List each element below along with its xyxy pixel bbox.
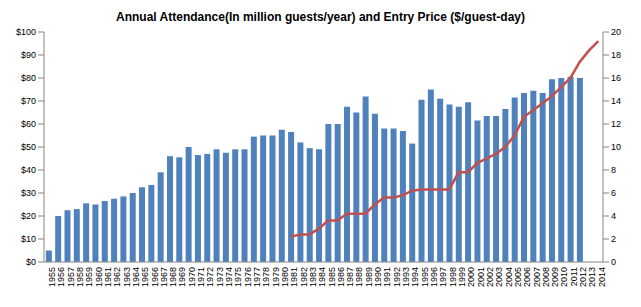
svg-text:1964: 1964 xyxy=(130,267,141,287)
svg-text:1968: 1968 xyxy=(168,267,179,287)
svg-text:$100: $100 xyxy=(16,27,36,37)
svg-text:1986: 1986 xyxy=(335,267,346,287)
svg-text:2012: 2012 xyxy=(578,267,589,287)
svg-text:2013: 2013 xyxy=(587,267,598,287)
svg-text:1989: 1989 xyxy=(363,267,374,287)
svg-text:$0: $0 xyxy=(26,257,36,267)
svg-text:1959: 1959 xyxy=(84,267,95,287)
svg-text:$70: $70 xyxy=(21,96,36,106)
svg-text:1962: 1962 xyxy=(112,267,123,287)
svg-text:1990: 1990 xyxy=(373,267,384,287)
svg-text:0: 0 xyxy=(611,257,616,267)
svg-text:1985: 1985 xyxy=(326,267,337,287)
svg-text:6: 6 xyxy=(611,188,616,198)
svg-text:2005: 2005 xyxy=(512,267,523,287)
svg-text:20: 20 xyxy=(611,27,621,37)
svg-text:1994: 1994 xyxy=(410,267,421,287)
svg-text:1971: 1971 xyxy=(196,267,207,287)
svg-text:1970: 1970 xyxy=(186,267,197,287)
svg-text:1996: 1996 xyxy=(429,267,439,287)
svg-text:1977: 1977 xyxy=(252,267,262,287)
svg-text:$90: $90 xyxy=(21,50,36,60)
svg-text:1975: 1975 xyxy=(233,267,244,287)
svg-text:1984: 1984 xyxy=(317,267,328,287)
svg-text:1998: 1998 xyxy=(447,267,458,287)
svg-text:$30: $30 xyxy=(21,188,36,198)
svg-text:1997: 1997 xyxy=(438,267,449,287)
svg-text:1979: 1979 xyxy=(270,267,281,287)
svg-text:1966: 1966 xyxy=(149,267,160,287)
svg-text:2006: 2006 xyxy=(522,267,533,287)
svg-text:1969: 1969 xyxy=(177,267,188,287)
svg-text:1992: 1992 xyxy=(391,267,402,287)
svg-text:2008: 2008 xyxy=(540,267,551,287)
svg-text:1961: 1961 xyxy=(102,267,113,287)
svg-text:$80: $80 xyxy=(21,73,36,83)
svg-text:2009: 2009 xyxy=(550,267,561,287)
svg-text:1982: 1982 xyxy=(298,267,309,287)
svg-text:1967: 1967 xyxy=(158,267,169,287)
svg-text:1976: 1976 xyxy=(242,267,253,287)
svg-text:16: 16 xyxy=(611,73,621,83)
svg-text:12: 12 xyxy=(611,119,621,129)
svg-text:14: 14 xyxy=(611,96,621,106)
svg-text:2007: 2007 xyxy=(531,267,542,287)
svg-text:1960: 1960 xyxy=(93,267,104,287)
svg-text:$20: $20 xyxy=(21,211,36,221)
svg-text:2001: 2001 xyxy=(475,267,486,287)
svg-text:1978: 1978 xyxy=(261,267,272,287)
svg-text:1999: 1999 xyxy=(457,267,467,287)
svg-text:1991: 1991 xyxy=(382,267,393,287)
svg-text:8: 8 xyxy=(611,165,616,175)
svg-text:1956: 1956 xyxy=(56,267,67,287)
html-text:Annual Attendance(In million g: Annual Attendance(In million guests/year… xyxy=(116,10,525,24)
svg-text:2000: 2000 xyxy=(466,267,477,287)
svg-text:1955: 1955 xyxy=(47,267,57,287)
svg-text:1965: 1965 xyxy=(140,267,151,287)
svg-text:$60: $60 xyxy=(21,119,36,129)
svg-text:1981: 1981 xyxy=(289,267,300,287)
svg-text:1988: 1988 xyxy=(354,267,365,287)
svg-text:2002: 2002 xyxy=(484,267,495,287)
svg-text:1983: 1983 xyxy=(307,267,318,287)
svg-text:1987: 1987 xyxy=(345,267,356,287)
svg-text:1973: 1973 xyxy=(214,267,225,287)
svg-text:1958: 1958 xyxy=(75,267,85,287)
svg-text:2003: 2003 xyxy=(494,267,505,287)
svg-text:2: 2 xyxy=(611,234,616,244)
svg-text:18: 18 xyxy=(611,50,621,60)
svg-text:1957: 1957 xyxy=(65,267,76,287)
svg-text:$50: $50 xyxy=(21,142,36,152)
svg-text:1974: 1974 xyxy=(224,267,235,287)
svg-text:1995: 1995 xyxy=(419,267,430,287)
svg-text:2010: 2010 xyxy=(559,267,570,287)
svg-text:2004: 2004 xyxy=(503,267,514,287)
svg-text:2014: 2014 xyxy=(597,267,607,287)
svg-text:1963: 1963 xyxy=(121,267,132,287)
svg-text:2011: 2011 xyxy=(568,267,579,287)
svg-text:10: 10 xyxy=(611,142,621,152)
svg-text:1993: 1993 xyxy=(401,267,412,287)
svg-text:1972: 1972 xyxy=(205,267,216,287)
svg-text:1980: 1980 xyxy=(280,267,290,287)
svg-text:$40: $40 xyxy=(21,165,36,175)
svg-text:4: 4 xyxy=(611,211,616,221)
svg-text:$10: $10 xyxy=(21,234,36,244)
